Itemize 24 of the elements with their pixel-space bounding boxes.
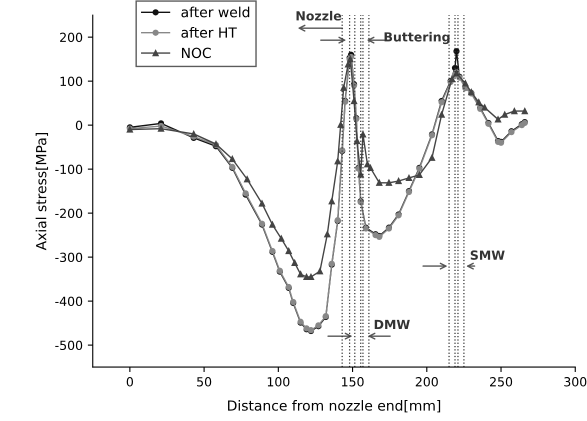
x-tick-label: 200	[416, 377, 438, 387]
x-tick-label: 300	[564, 377, 586, 387]
annotation: Buttering	[384, 32, 450, 44]
x-tick-label: 100	[268, 377, 290, 387]
x-tick-label: 0	[126, 377, 134, 387]
y-tick-label: -100	[55, 164, 82, 174]
annotation: Nozzle	[296, 10, 342, 21]
x-tick-label: 250	[490, 377, 512, 387]
y-tick-label: 0	[76, 120, 82, 130]
x-tick-label: 50	[197, 377, 212, 387]
x-axis-title: Distance from nozzle end[mm]	[228, 400, 440, 412]
y-tick-label: 200	[60, 32, 82, 42]
annotation: DMW	[374, 320, 410, 330]
y-tick-label: -500	[55, 340, 82, 350]
legend-label: after HT	[181, 27, 237, 38]
y-tick-label: -200	[55, 208, 82, 218]
legend-label: after weld	[181, 6, 250, 18]
x-tick-label: 150	[342, 377, 364, 387]
y-tick-label: -400	[55, 296, 82, 306]
annotation: SMW	[470, 250, 505, 260]
y-tick-label: -300	[55, 252, 82, 262]
y-tick-label: 100	[60, 76, 82, 86]
y-axis-title: Axial stress[MPa]	[36, 133, 48, 250]
legend-label: NOC	[182, 48, 211, 58]
